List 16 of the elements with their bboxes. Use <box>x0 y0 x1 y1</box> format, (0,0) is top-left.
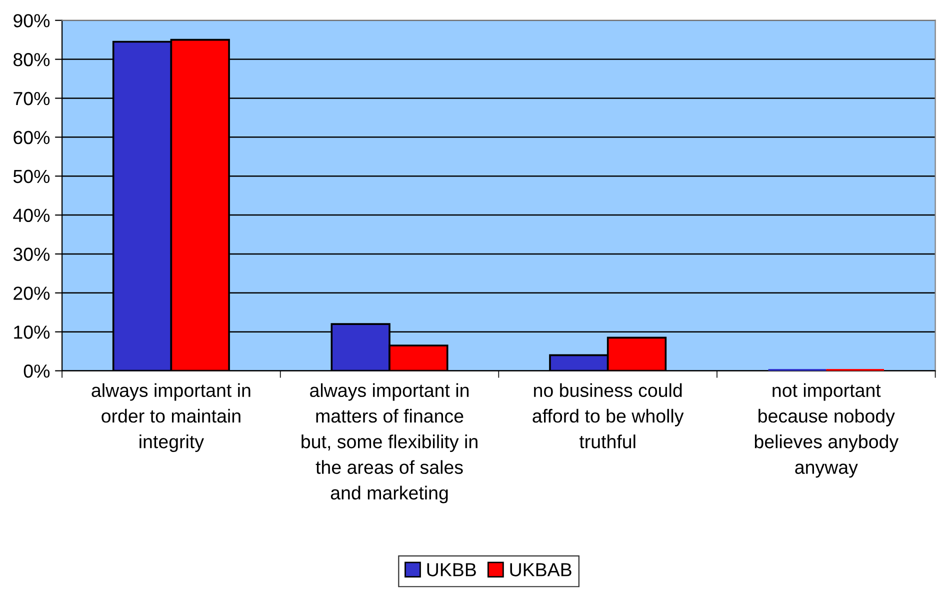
y-tick-label: 30% <box>13 248 50 261</box>
y-tick-label: 90% <box>14 14 50 28</box>
y-tick-label: 80% <box>14 53 50 66</box>
x-tick-label: always important in matters of finance but, some flexibility in the areas of sales and marketing <box>302 383 478 504</box>
y-tick-label: 70% <box>14 92 50 106</box>
y-tick-label: 0% <box>24 364 50 378</box>
y-tick-label: 60% <box>14 130 50 144</box>
x-tick-label: always important in order to maintain integrity <box>92 383 250 452</box>
legend-label: UKBAB <box>510 563 572 576</box>
x-tick-label: not important because nobody believes anybody anyway <box>754 383 899 478</box>
x-tick-label: no business could afford to be wholly truthful <box>532 383 684 448</box>
y-tick-label: 40% <box>13 208 50 222</box>
y-tick-label: 50% <box>13 170 50 184</box>
y-tick-label: 20% <box>14 286 50 300</box>
legend-label: UKBB <box>427 563 476 576</box>
y-tick-label: 10% <box>14 326 50 339</box>
